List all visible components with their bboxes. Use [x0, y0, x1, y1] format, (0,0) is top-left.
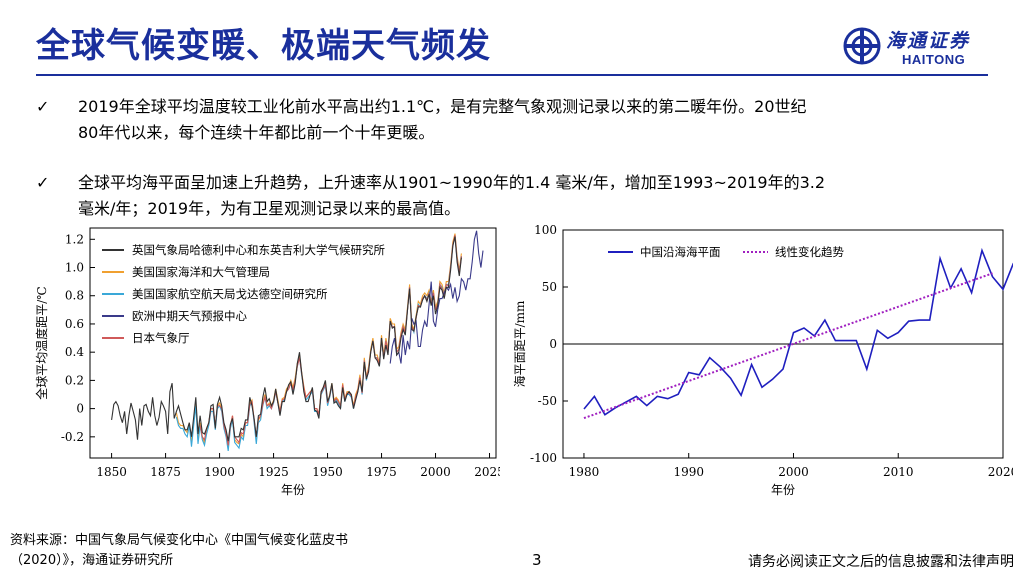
- y-tick-label: 0: [549, 337, 557, 351]
- y-tick-label: 0.6: [65, 317, 84, 331]
- plot-frame: [89, 227, 497, 459]
- legend-label: 欧洲中期天气预报中心: [132, 309, 247, 323]
- x-axis-label: 年份: [771, 483, 795, 497]
- bullet-line: 全球平均海平面呈加速上升趋势，上升速率从1901~1990年的1.4 毫米/年，…: [78, 173, 826, 192]
- y-tick-label: 0: [76, 402, 84, 416]
- y-tick-label: 0.2: [65, 373, 84, 387]
- title-divider: [36, 74, 988, 76]
- haitong-logo: 海通证券 HAITONG: [842, 22, 992, 70]
- x-axis-label: 年份: [281, 483, 305, 497]
- legend-label: 中国沿海海平面: [640, 245, 721, 259]
- legend-label: 美国国家航空航天局戈达德空间研究所: [132, 287, 328, 301]
- y-tick-label: -100: [530, 451, 557, 465]
- trend-line: [583, 272, 993, 420]
- slide-title: 全球气候变暖、极端天气频发: [36, 26, 491, 66]
- source-note: 资料来源：中国气象局气候变化中心《中国气候变化蓝皮书 （2020）》，海通证券研…: [10, 531, 480, 571]
- series-line: [111, 236, 462, 442]
- x-tick-label: 1850: [96, 465, 127, 479]
- x-tick-label: 2000: [778, 465, 809, 479]
- haitong-logo-icon: [843, 27, 881, 65]
- y-tick-label: 100: [534, 223, 557, 237]
- x-tick-label: 2000: [420, 465, 451, 479]
- y-tick-label: 50: [542, 280, 557, 294]
- y-tick-label: 0.8: [65, 289, 84, 303]
- y-tick-label: 1.0: [65, 261, 84, 275]
- source-line: 资料来源：中国气象局气候变化中心《中国气候变化蓝皮书: [10, 533, 349, 548]
- y-tick-label: -0.2: [61, 430, 84, 444]
- x-tick-label: 1875: [150, 465, 181, 479]
- x-tick-label: 1980: [569, 465, 600, 479]
- x-tick-label: 2025: [474, 465, 500, 479]
- bullet-text: 全球平均海平面呈加速上升趋势，上升速率从1901~1990年的1.4 毫米/年，…: [78, 170, 978, 222]
- x-tick-label: 1950: [312, 465, 343, 479]
- x-tick-label: 1975: [366, 465, 397, 479]
- checkmark-icon: ✓: [36, 173, 50, 192]
- sea-level-anomaly-chart: 1980 1990 2000 2010 2020 100 50 0 -50 -100 年份 海平面距平…: [512, 223, 1013, 497]
- source-line: （2020）》，海通证券研究所: [10, 553, 174, 568]
- x-tick-label: 1990: [673, 465, 704, 479]
- logo-chinese-name: 海通证券: [886, 30, 971, 52]
- y-axis-label: 全球平均温度距平/℃: [34, 286, 49, 399]
- x-tick-label: 2020: [988, 465, 1013, 479]
- series-line: [583, 247, 1013, 416]
- bullet-line: 毫米/年；2019年，为有卫星观测记录以来的最高值。: [78, 199, 461, 218]
- y-tick-label: -50: [538, 394, 557, 408]
- series-line: [389, 230, 484, 364]
- legend-label: 英国气象局哈德利中心和东英吉利大学气候研究所: [132, 243, 385, 257]
- page-number: 3: [532, 551, 542, 569]
- legal-disclaimer: 请务必阅读正文之后的信息披露和法律声明: [748, 554, 1014, 570]
- legend-label: 美国国家海洋和大气管理局: [132, 265, 270, 279]
- bullet-line: 2019年全球平均温度较工业化前水平高出约1.1℃，是有完整气象观测记录以来的第…: [78, 97, 807, 116]
- temperature-anomaly-chart: 1850 1875 1900 1925 1950 1975 2000 2025 -0.2 0 0.2…: [34, 227, 500, 497]
- legend-label: 线性变化趋势: [775, 245, 844, 259]
- bullet-line: 80年代以来，每个连续十年都比前一个十年更暖。: [78, 123, 435, 142]
- y-tick-label: 0.4: [65, 345, 84, 359]
- y-tick-label: 1.2: [65, 232, 84, 246]
- x-tick-label: 2010: [883, 465, 914, 479]
- checkmark-icon: ✓: [36, 97, 50, 116]
- logo-english-name: HAITONG: [902, 52, 966, 67]
- bullet-text: 2019年全球平均温度较工业化前水平高出约1.1℃，是有完整气象观测记录以来的第…: [78, 94, 978, 146]
- x-tick-label: 1925: [258, 465, 289, 479]
- x-tick-label: 1900: [204, 465, 235, 479]
- y-axis-label: 海平面距平/mm: [512, 300, 527, 387]
- legend-label: 日本气象厅: [132, 331, 190, 345]
